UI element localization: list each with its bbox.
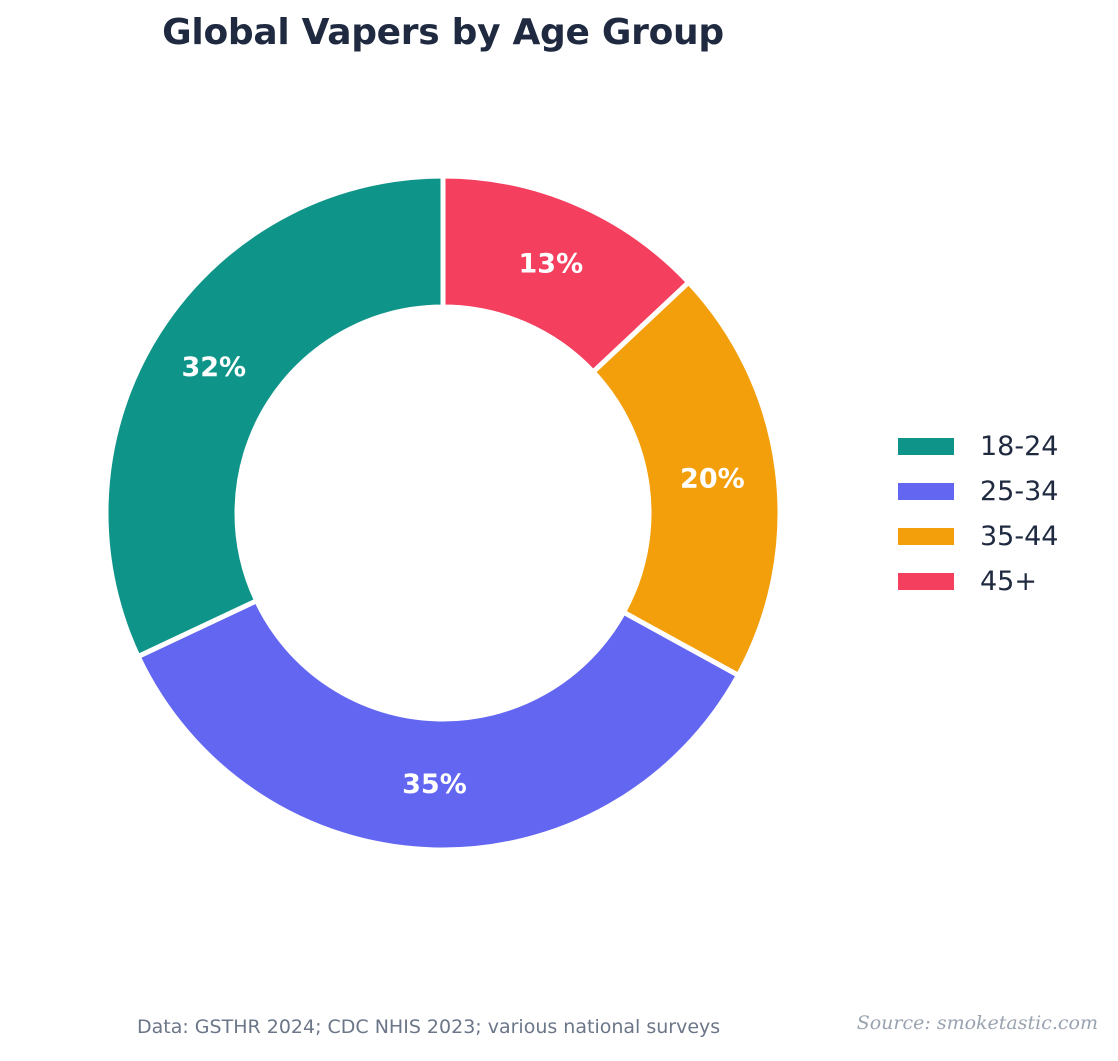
data-source-note: Data: GSTHR 2024; CDC NHIS 2023; various… (137, 1016, 721, 1038)
slice-label-25-34: 35% (402, 769, 467, 800)
legend-swatch (898, 438, 954, 455)
donut-slice-18-24[interactable] (103, 173, 446, 660)
slice-label-45-plus: 13% (519, 248, 584, 279)
legend-swatch (898, 573, 954, 590)
legend-label: 25-34 (980, 476, 1059, 507)
legend-swatch (898, 528, 954, 545)
slice-label-35-44: 20% (680, 463, 745, 494)
legend-label: 45+ (980, 566, 1037, 597)
legend-label: 35-44 (980, 521, 1059, 552)
legend-item-45-plus[interactable]: 45+ (898, 559, 1058, 604)
legend: 18-24 25-34 35-44 45+ (898, 424, 1058, 604)
legend-item-25-34[interactable]: 25-34 (898, 469, 1058, 514)
slice-label-18-24: 32% (181, 352, 246, 383)
legend-label: 18-24 (980, 431, 1059, 462)
chart-title: Global Vapers by Age Group (162, 12, 724, 53)
legend-swatch (898, 483, 954, 500)
donut-slice-25-34[interactable] (134, 597, 742, 853)
source-credit: Source: smoketastic.com (856, 1012, 1098, 1034)
donut-chart: 13% 20% 35% 32% (103, 173, 783, 853)
legend-item-35-44[interactable]: 35-44 (898, 514, 1058, 559)
legend-item-18-24[interactable]: 18-24 (898, 424, 1058, 469)
donut-slice-35-44[interactable] (589, 278, 783, 679)
